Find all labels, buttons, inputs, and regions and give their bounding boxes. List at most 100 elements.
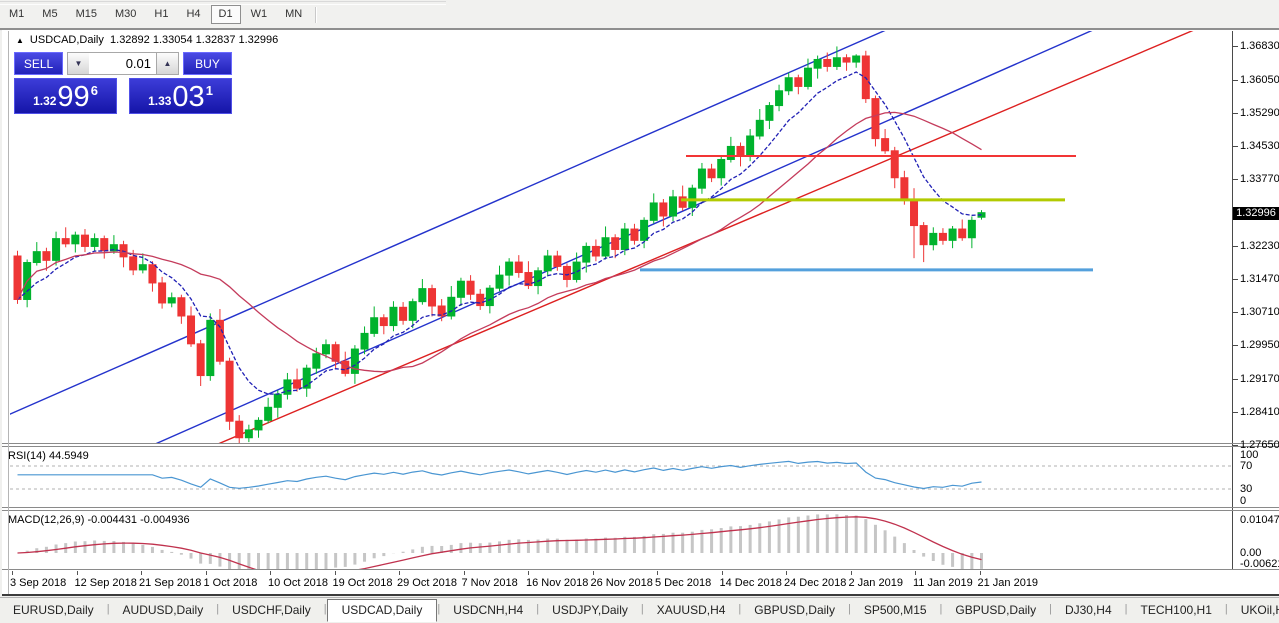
macd-axis-label: -0.006218	[1240, 558, 1279, 570]
date-axis-label: 21 Jan 2019	[977, 577, 1039, 589]
date-axis-tick	[334, 571, 336, 575]
candle-bull	[746, 135, 755, 157]
chart-tab-tech100-h1[interactable]: TECH100,H1	[1140, 603, 1212, 617]
rsi-canvas[interactable]	[10, 447, 1232, 507]
sell-price-panel[interactable]: 1.32 99 6	[14, 78, 117, 114]
sell-button[interactable]: SELL	[14, 52, 63, 75]
price-axis-label: 1.27650	[1240, 439, 1279, 452]
candle-bull	[167, 297, 176, 304]
macd-canvas[interactable]	[10, 511, 1232, 569]
symbol-period-label: USDCAD,Daily	[29, 34, 104, 46]
chart-tab-dj30-h4[interactable]: DJ30,H4	[1064, 603, 1112, 617]
candle-bull	[109, 244, 118, 252]
date-axis: 3 Sep 2018 12 Sep 2018 21 Sep 2018 1 Oct 20…	[10, 571, 1234, 595]
price-axis-label: 1.36050	[1240, 73, 1279, 86]
candle-bear	[235, 420, 244, 439]
candle-bull	[71, 234, 80, 245]
panel-splitter[interactable]	[2, 443, 1279, 444]
chart-header: ▲ USDCAD,Daily 1.32892 1.33054 1.32837 1.…	[16, 34, 278, 46]
chart-tab-usdjpy-daily[interactable]: USDJPY,Daily	[552, 603, 628, 617]
volume-input[interactable]	[89, 52, 157, 75]
chart-tab-audusd-daily[interactable]: AUDUSD,Daily	[122, 603, 204, 617]
sell-price-point: 6	[90, 83, 98, 98]
chart-tab-gbpusd-daily[interactable]: GBPUSD,Daily	[754, 603, 835, 617]
timeframe-button-w1[interactable]: W1	[250, 8, 268, 20]
volume-increase-icon[interactable]: ▲	[156, 52, 179, 75]
plot-right-border	[1232, 31, 1233, 570]
candle-bear	[910, 198, 919, 227]
timeframe-button-m15[interactable]: M15	[75, 8, 97, 20]
chart-bottom-border	[2, 594, 1279, 596]
candle-bull	[206, 319, 215, 377]
buy-button[interactable]: BUY	[183, 52, 232, 75]
tab-separator: |	[1224, 603, 1228, 615]
buy-price-pips: 03	[172, 81, 205, 113]
candle-bear	[225, 360, 234, 422]
timeframe-button-h1[interactable]: H1	[154, 8, 169, 20]
candle-bull	[389, 306, 398, 327]
sell-price-pips: 99	[57, 81, 90, 113]
macd-axis-label: 0.010474	[1240, 514, 1279, 526]
candle-bear	[881, 138, 890, 152]
date-axis-tick	[270, 571, 271, 575]
candle-bull	[90, 238, 99, 247]
date-axis-label: 10 Oct 2018	[268, 577, 328, 589]
panel-splitter[interactable]	[2, 510, 1279, 511]
timeframe-button-d1[interactable]: D1	[210, 5, 241, 24]
collapse-chart-icon[interactable]: ▲	[16, 36, 24, 45]
date-axis-label: 26 Nov 2018	[590, 577, 653, 589]
panel-splitter[interactable]	[2, 446, 1279, 447]
candle-bear	[707, 168, 716, 179]
ohlc-high: 1.33054	[152, 34, 193, 46]
main-chart-canvas[interactable]	[10, 31, 1232, 443]
tab-separator: |	[216, 603, 220, 615]
ohlc-low: 1.32837	[195, 34, 236, 46]
price-axis-tick	[1233, 246, 1238, 247]
timeframe-button-mn[interactable]: MN	[285, 8, 303, 20]
timeframe-button-m1[interactable]: M1	[9, 8, 25, 20]
candle-bull	[572, 261, 581, 280]
timeframe-button-m30[interactable]: M30	[114, 8, 137, 20]
chart-tab-gbpusd-daily[interactable]: GBPUSD,Daily	[955, 603, 1037, 617]
candle-bull	[601, 237, 610, 257]
panel-splitter[interactable]	[2, 507, 1279, 508]
timeframe-button-m5[interactable]: M5	[42, 8, 58, 20]
candle-bear	[158, 282, 167, 304]
candle-bear	[177, 297, 186, 317]
candle-bull	[485, 287, 494, 307]
price-axis-tick	[1233, 345, 1238, 347]
rsi-label: RSI(14) 44.5949	[8, 450, 89, 462]
price-axis-tick	[1233, 412, 1238, 414]
chart-tab-usdchf-daily[interactable]: USDCHF,Daily	[232, 603, 311, 617]
current-price-tag: 1.32996	[1233, 206, 1279, 220]
candle-bull	[244, 429, 253, 439]
candle-bull	[948, 228, 957, 241]
date-axis-tick	[915, 571, 916, 575]
macd-axis-label: 0.00	[1240, 547, 1262, 559]
candle-bull	[784, 77, 793, 92]
candle-bear	[331, 344, 340, 362]
candle-bull	[447, 296, 456, 317]
chart-tab-usdcnh-h4[interactable]: USDCNH,H4	[453, 603, 524, 617]
candle-bull	[456, 280, 465, 298]
chart-window: ▲ USDCAD,Daily 1.32892 1.33054 1.32837 1.…	[2, 30, 1279, 596]
timeframe-button-h4[interactable]: H4	[186, 8, 201, 20]
chart-tab-usdcad-daily[interactable]: USDCAD,Daily	[326, 599, 438, 622]
ohlc-close: 1.32996	[238, 34, 279, 46]
candle-bear	[871, 98, 880, 140]
price-axis-tick	[1233, 146, 1238, 147]
tab-separator: |	[323, 603, 327, 615]
candle-bear	[437, 305, 446, 317]
timeframe-toolbar: M1 M5 M15 M30 H1 H4 D1 W1 MN	[0, 0, 1279, 28]
candle-bull	[273, 393, 282, 408]
candle-bull	[697, 168, 706, 189]
date-axis-tick	[12, 571, 13, 575]
chart-tab-eurusd-daily[interactable]: EURUSD,Daily	[13, 603, 94, 617]
candle-bear	[100, 238, 109, 252]
chart-tab-xauusd-h4[interactable]: XAUUSD,H4	[656, 603, 726, 617]
volume-decrease-icon[interactable]: ▼	[67, 52, 90, 75]
chart-tab-ukoil-h1[interactable]: UKOil,H1	[1240, 603, 1279, 617]
buy-price-panel[interactable]: 1.33 03 1	[129, 78, 232, 114]
panel-splitter	[2, 569, 1279, 570]
chart-tab-sp500-m15[interactable]: SP500,M15	[863, 603, 927, 617]
